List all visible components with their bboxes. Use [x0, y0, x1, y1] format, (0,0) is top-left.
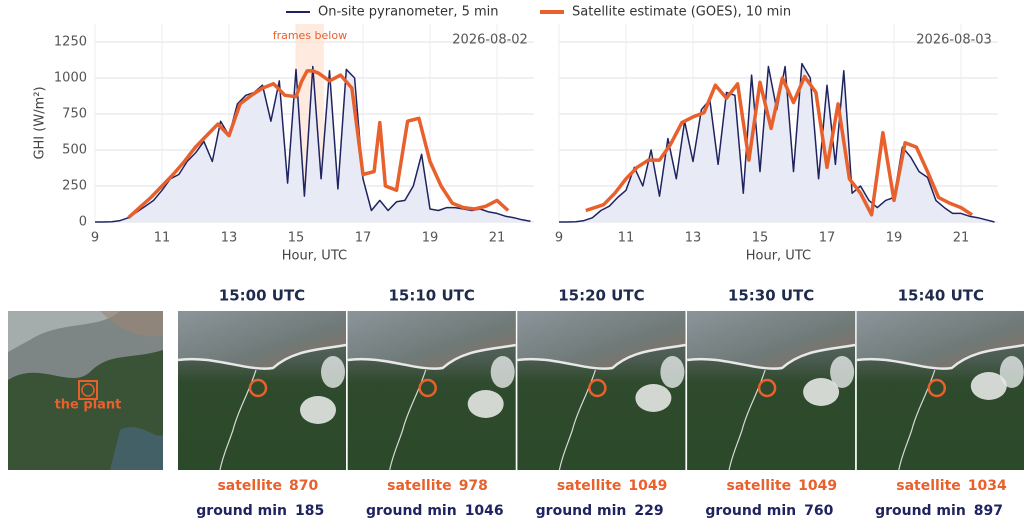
- cloud: [490, 356, 515, 388]
- x-tick-label: 21: [953, 231, 970, 246]
- legend-label: Satellite estimate (GOES), 10 min: [572, 5, 791, 20]
- x-tick-label: 9: [555, 231, 563, 246]
- satellite-value: 978: [459, 478, 488, 494]
- cloud: [830, 356, 855, 388]
- y-tick-label: 1000: [54, 71, 87, 86]
- satellite-label: satellite: [387, 478, 452, 494]
- line: [127, 69, 510, 219]
- x-axis-label: Hour, UTC: [746, 249, 811, 264]
- frame-time: 15:40 UTC: [898, 287, 984, 305]
- satellite-label: satellite: [557, 478, 622, 494]
- x-tick-label: 15: [288, 231, 305, 246]
- highlight-label: frames below: [273, 29, 347, 42]
- ground-value: 1046: [465, 503, 504, 519]
- satellite-label: satellite: [217, 478, 282, 494]
- cloud: [635, 384, 672, 412]
- x-tick-label: 13: [221, 231, 238, 246]
- plant-marker: [588, 378, 607, 398]
- y-tick-label: 250: [62, 179, 87, 194]
- area: [95, 66, 531, 222]
- ground-value: 897: [974, 503, 1003, 519]
- y-tick-label: 0: [79, 215, 87, 230]
- satellite-frame: [856, 311, 1024, 471]
- coastline: [856, 343, 1024, 370]
- frame-sea: [687, 311, 856, 369]
- date-annotation: 2026-08-02: [452, 33, 528, 48]
- ground-value: 760: [804, 503, 833, 519]
- y-tick-label: 500: [62, 143, 87, 158]
- x-tick-label: 11: [618, 231, 635, 246]
- x-axis-label: Hour, UTC: [282, 249, 347, 264]
- frame-time: 15:30 UTC: [728, 287, 814, 305]
- y-axis-label: GHI (W/m²): [33, 86, 48, 159]
- plant-marker: [248, 378, 268, 398]
- coastline: [177, 343, 347, 370]
- frame-sea: [856, 311, 1024, 369]
- frame-time: 15:20 UTC: [558, 287, 644, 305]
- area: [559, 63, 995, 222]
- y-tick-label: 750: [62, 107, 87, 122]
- date-annotation: 2026-08-03: [916, 33, 992, 48]
- x-tick-label: 11: [154, 231, 171, 246]
- satellite-value: 1049: [628, 478, 667, 494]
- x-tick-label: 15: [752, 231, 769, 246]
- plant-marker: [418, 378, 437, 398]
- x-tick-label: 17: [355, 231, 372, 246]
- plant-label: the plant: [55, 398, 122, 413]
- frame-sea: [347, 311, 516, 369]
- satellite-value: 1034: [968, 478, 1007, 494]
- line: [585, 74, 974, 217]
- satellite-label: satellite: [896, 478, 961, 494]
- x-tick-label: 19: [886, 231, 903, 246]
- frame-sea: [178, 311, 346, 369]
- y-tick-label: 1250: [54, 35, 87, 50]
- satellite-label: satellite: [727, 478, 792, 494]
- satellite-frame: [517, 311, 686, 471]
- x-tick-label: 21: [489, 231, 506, 246]
- coastline: [517, 343, 686, 370]
- cloud: [300, 396, 336, 424]
- ground-value: 229: [634, 503, 663, 519]
- x-tick-label: 17: [819, 231, 836, 246]
- coastline: [347, 343, 516, 370]
- plant-marker: [927, 378, 947, 398]
- x-tick-label: 13: [685, 231, 702, 246]
- overview-image: the plant: [8, 311, 163, 470]
- frame-time: 15:10 UTC: [389, 287, 475, 305]
- x-tick-label: 19: [422, 231, 439, 246]
- frame-sea: [517, 311, 686, 369]
- satellite-value: 1049: [798, 478, 837, 494]
- satellite-frame: [686, 311, 856, 471]
- cloud: [467, 390, 504, 418]
- frame-time: 15:00 UTC: [219, 287, 305, 305]
- ground-label: ground min: [705, 503, 796, 519]
- cloud: [660, 356, 685, 388]
- satellite-frame: [177, 311, 347, 471]
- cloud: [970, 372, 1007, 400]
- legend-label: On-site pyranometer, 5 min: [318, 5, 499, 20]
- satellite-frame: [347, 311, 516, 471]
- cloud: [321, 356, 345, 388]
- coastline: [686, 343, 856, 370]
- ground-value: 185: [295, 503, 324, 519]
- x-tick-label: 9: [91, 231, 99, 246]
- plant-marker: [757, 378, 777, 398]
- ground-label: ground min: [536, 503, 627, 519]
- cloud: [999, 356, 1024, 388]
- satellite-value: 870: [289, 478, 318, 494]
- ground-label: ground min: [196, 503, 287, 519]
- cloud: [803, 378, 840, 406]
- ground-label: ground min: [875, 503, 966, 519]
- ground-label: ground min: [366, 503, 457, 519]
